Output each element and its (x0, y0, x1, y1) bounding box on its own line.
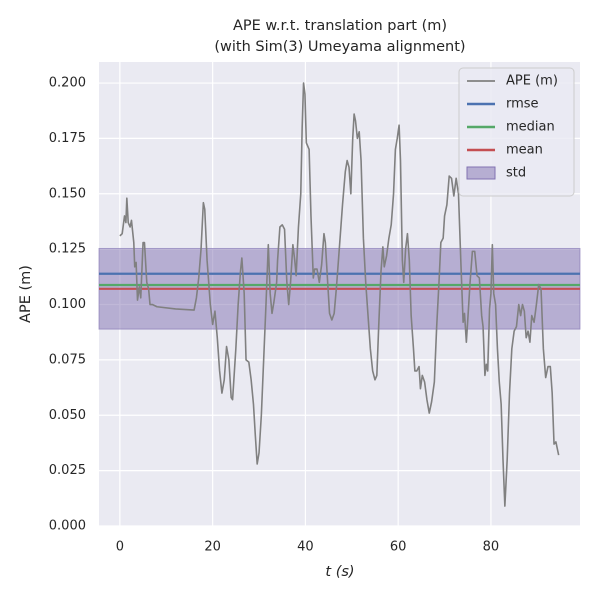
y-tick-label: 0.075 (49, 352, 86, 367)
x-tick-label: 20 (204, 540, 221, 555)
legend-label: std (506, 166, 526, 181)
y-tick-label: 0.150 (49, 186, 86, 201)
legend-box (458, 67, 575, 197)
chart-subtitle: (with Sim(3) Umeyama alignment) (214, 39, 465, 55)
x-tick-label: 60 (390, 540, 407, 555)
y-tick-label: 0.200 (49, 76, 86, 91)
x-axis-label: t (s) (325, 564, 354, 580)
legend-label: mean (506, 143, 543, 158)
legend-swatch (466, 166, 496, 180)
y-axis-label: APE (m) (18, 265, 34, 323)
ape-line (119, 82, 560, 507)
y-tick-label: 0.175 (49, 131, 86, 146)
legend-label: APE (m) (506, 74, 558, 89)
y-tick-label: 0.125 (49, 242, 86, 257)
x-tick-label: 80 (483, 540, 500, 555)
x-tick-label: 0 (116, 540, 124, 555)
y-tick-label: 0.050 (49, 408, 86, 423)
legend-label: median (506, 120, 555, 135)
chart-title: APE w.r.t. translation part (m) (233, 18, 447, 34)
y-tick-label: 0.025 (49, 463, 86, 478)
legend-label: rmse (506, 97, 539, 112)
y-tick-label: 0.100 (49, 297, 86, 312)
y-tick-label: 0.000 (49, 519, 86, 534)
x-tick-label: 40 (297, 540, 314, 555)
